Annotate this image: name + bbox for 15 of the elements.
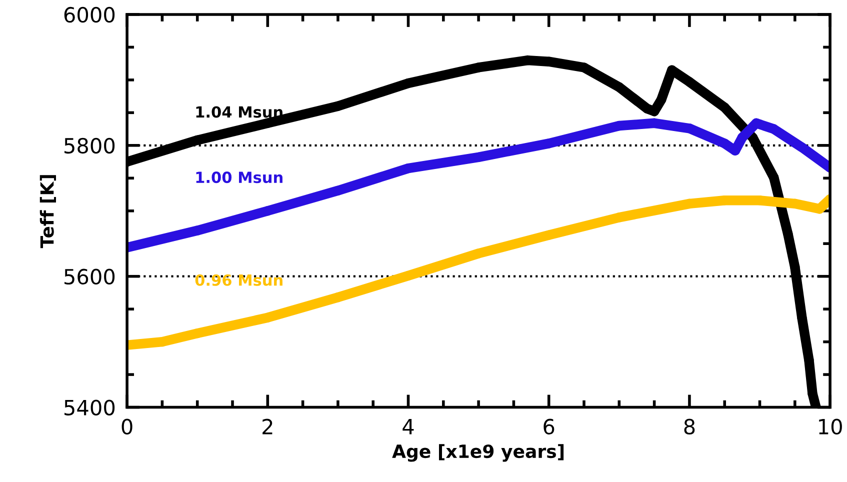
x-tick-label: 6 [544,418,554,435]
x-tick-label: 10 [819,418,842,435]
y-axis-title: Teff [K] [40,175,56,248]
y-tick-label: 5800 [64,138,115,154]
series-label: 1.04 Msun [196,106,282,118]
x-tick-label: 2 [262,418,272,434]
x-tick-label: 4 [402,419,414,434]
x-axis-title: Age [x1e9 years] [392,444,564,462]
y-tick-label: 5400 [64,400,115,416]
y-tick-label: 5600 [64,268,115,285]
series-label: 1.00 Msun [196,172,282,184]
y-tick-label: 6000 [64,6,115,23]
x-tick-label: 8 [684,418,695,435]
series-label: 0.96 Msun [195,274,282,286]
x-tick-label: 0 [122,418,132,435]
